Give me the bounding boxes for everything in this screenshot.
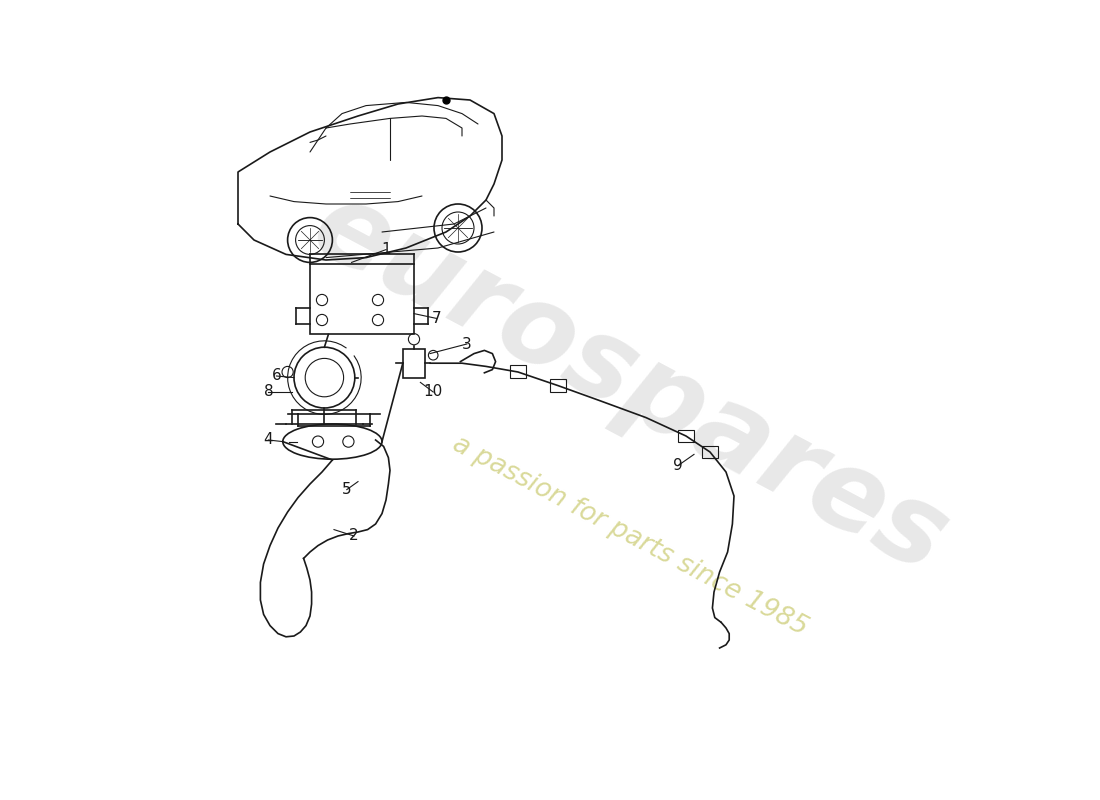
Bar <box>310 264 414 334</box>
Bar <box>403 349 426 378</box>
Text: 7: 7 <box>431 311 441 326</box>
Text: 8: 8 <box>264 385 273 399</box>
Text: 5: 5 <box>342 482 352 497</box>
Text: 9: 9 <box>673 458 683 473</box>
Bar <box>678 430 694 442</box>
Bar <box>510 365 526 378</box>
Text: eurospares: eurospares <box>295 172 966 596</box>
Text: 3: 3 <box>462 337 472 351</box>
Text: 6: 6 <box>272 369 282 383</box>
Text: 1: 1 <box>382 242 390 257</box>
Bar <box>702 446 718 458</box>
Bar <box>550 379 566 392</box>
Text: 4: 4 <box>264 433 273 447</box>
Text: a passion for parts since 1985: a passion for parts since 1985 <box>448 431 812 641</box>
Text: 2: 2 <box>349 529 359 543</box>
Text: 10: 10 <box>424 385 443 399</box>
